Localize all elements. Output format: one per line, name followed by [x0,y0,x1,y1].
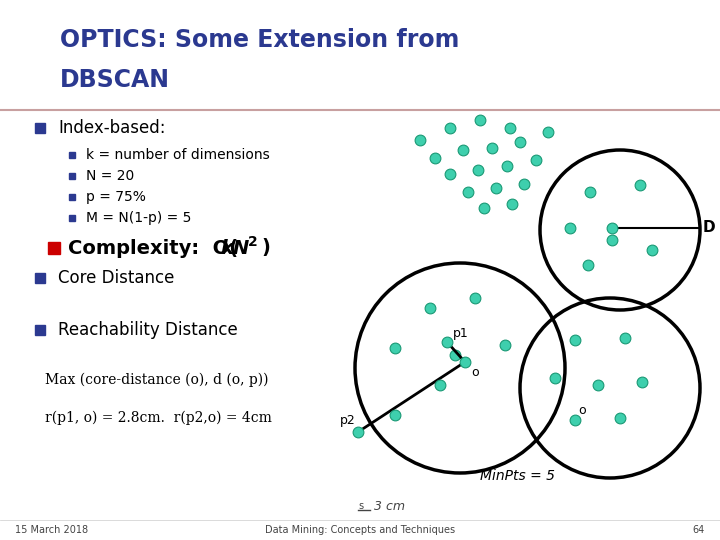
Point [570,336,581,345]
Point [542,127,554,136]
Text: Index-based:: Index-based: [58,119,166,137]
Text: OPTICS: Some Extension from: OPTICS: Some Extension from [60,28,459,52]
Point [530,156,541,164]
Text: o: o [471,366,479,379]
Point [514,138,526,146]
Text: 64: 64 [693,525,705,535]
Text: p1: p1 [453,327,469,340]
Point [390,343,401,352]
Point [486,144,498,152]
Point [582,261,594,269]
Point [619,334,631,342]
Point [390,411,401,420]
Point [584,188,595,197]
Point [414,136,426,144]
Text: p2: p2 [341,414,356,427]
Text: DBSCAN: DBSCAN [60,68,170,92]
Point [499,341,510,349]
Point [634,181,646,190]
Point [469,294,481,302]
Point [434,381,446,389]
Text: ): ) [261,239,270,258]
Point [449,350,461,359]
Point [444,124,456,132]
Text: Reachability Distance: Reachability Distance [58,321,238,339]
Point [636,377,648,386]
Text: 3 cm: 3 cm [374,500,405,512]
Text: Data Mining: Concepts and Techniques: Data Mining: Concepts and Techniques [265,525,455,535]
Point [441,338,453,346]
Point [549,374,561,382]
Text: Complexity:  O(: Complexity: O( [68,239,238,258]
Text: k = number of dimensions: k = number of dimensions [86,148,270,162]
Text: r(p1, o) = 2.8cm.  r(p2,o) = 4cm: r(p1, o) = 2.8cm. r(p2,o) = 4cm [45,411,272,425]
Point [570,416,581,424]
Text: 2: 2 [248,235,258,249]
Point [429,154,441,163]
Point [606,224,618,232]
Text: p = 75%: p = 75% [86,190,146,204]
Point [474,116,486,124]
Point [606,235,618,244]
Text: 15 March 2018: 15 March 2018 [15,525,88,535]
Point [490,184,502,192]
Text: N = 20: N = 20 [86,169,134,183]
Point [462,188,474,197]
Text: Core Distance: Core Distance [58,269,174,287]
Text: MinPts = 5: MinPts = 5 [480,469,555,483]
Point [352,428,364,436]
Text: M = N(1-p) = 5: M = N(1-p) = 5 [86,211,192,225]
Text: D: D [703,220,716,235]
Text: kN: kN [220,239,249,258]
Point [614,414,626,422]
Point [501,161,513,170]
Point [457,146,469,154]
Point [459,357,471,366]
Point [504,124,516,132]
Text: o: o [578,403,585,416]
Point [518,180,530,188]
Point [478,204,490,212]
Point [506,200,518,208]
Point [424,303,436,312]
Point [472,166,484,174]
Text: Max (core-distance (o), d (o, p)): Max (core-distance (o), d (o, p)) [45,373,269,387]
Point [444,170,456,178]
Point [564,224,576,232]
Point [593,381,604,389]
Point [647,246,658,254]
Text: s: s [358,501,363,511]
